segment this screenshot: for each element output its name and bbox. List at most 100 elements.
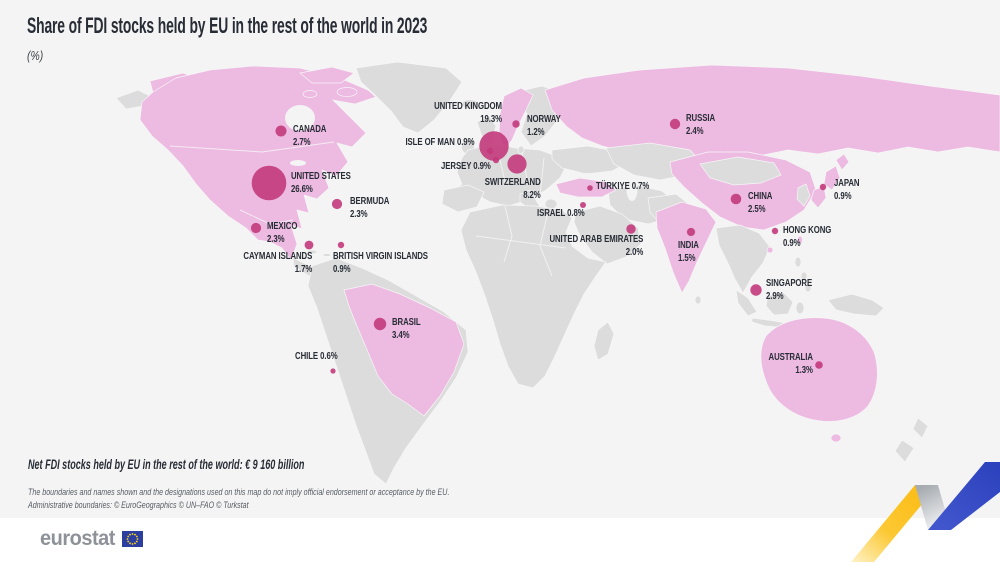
country-name: JAPAN (834, 178, 860, 189)
country-value: 0.9% (783, 237, 801, 249)
eu-flag-icon (121, 531, 143, 547)
country-label-hong-kong: HONG KONG 0.9% (783, 225, 831, 251)
landmass-iberia (441, 184, 485, 213)
landmass-philippines-1 (794, 256, 802, 268)
country-value: 0.8% (567, 208, 585, 219)
landmass-borneo (765, 291, 794, 316)
bubble-cayman-islands (304, 240, 314, 250)
country-name: RUSSIA (686, 113, 716, 124)
country-name: UNITED STATES (291, 171, 351, 182)
flag-star (127, 535, 129, 538)
border-us-canada (169, 141, 335, 153)
landmass-tasmania (830, 433, 842, 443)
bubble-mexico (250, 222, 262, 234)
landmass-north-america (139, 65, 377, 261)
flag-star (127, 540, 129, 543)
landmass-australia (760, 317, 878, 422)
country-label-canada: CANADA 2.7% (293, 124, 326, 150)
country-value: 2.7% (293, 136, 311, 148)
bubble-british-virgin-islands (337, 241, 345, 249)
country-label-bermuda: BERMUDA 2.3% (350, 196, 389, 222)
flag-star (133, 542, 136, 545)
landmass-sri-lanka (694, 295, 702, 305)
landmass-japan-2 (823, 165, 841, 191)
bubble-australia (815, 361, 823, 369)
eurostat-logo: eurostat (40, 527, 143, 551)
flag-star (128, 542, 131, 545)
landmass-africa (460, 204, 607, 389)
landmass-taiwan (797, 235, 803, 245)
ribbon-yellow-band (851, 485, 938, 562)
landmass-arctic-island-3 (302, 90, 318, 98)
flag-star (131, 533, 134, 535)
country-label-british-virgin-islands: BRITISH VIRGIN ISLANDS 0.9% (333, 251, 428, 277)
country-value: 1.7% (294, 263, 313, 275)
country-label-mexico: MEXICO 2.3% (267, 221, 297, 247)
bubble-united-arab-emirates (626, 224, 636, 234)
bubble-japan (819, 183, 827, 191)
country-value: 1.5% (678, 252, 696, 264)
border-africa-1 (503, 205, 513, 263)
country-label-india: INDIA 1.5% (678, 240, 699, 266)
border-africa-2 (539, 211, 553, 277)
country-label-israel: ISRAEL 0.8% (537, 208, 585, 221)
country-value: 1.3% (795, 364, 814, 376)
border-us-mexico (239, 209, 294, 225)
landmass-hispaniola (322, 253, 332, 257)
country-name: AUSTRALIA (768, 352, 813, 363)
bubble-chile (330, 368, 336, 374)
bubble-t-rkiye (587, 185, 593, 191)
landmass-indochina (715, 224, 771, 294)
landmass-arctic-islands (299, 66, 355, 84)
bubble-russia (669, 118, 681, 130)
country-name: CHILE (295, 351, 319, 362)
bubble-united-states (251, 165, 287, 201)
bubble-singapore (750, 284, 762, 296)
country-label-united-states: UNITED STATES 26.6% (291, 171, 351, 197)
landmass-philippines-2 (800, 271, 808, 281)
country-value: 2.4% (686, 125, 704, 137)
country-value: 1.2% (527, 126, 545, 138)
bubble-canada (275, 125, 287, 137)
country-name: NORWAY (527, 114, 561, 125)
bubble-india (686, 227, 696, 237)
landmass-iceland (461, 99, 479, 109)
country-label-japan: JAPAN 0.9% (834, 178, 860, 204)
border-europe-3 (539, 157, 545, 197)
landmass-brazil (343, 283, 465, 417)
country-label-norway: NORWAY 1.2% (527, 114, 561, 140)
bubble-hong-kong (771, 227, 779, 235)
bubble-isle-of-man (486, 147, 494, 155)
country-value: 19.3% (480, 113, 502, 125)
country-value: 8.2% (523, 189, 542, 201)
country-value: 0.6% (320, 351, 339, 362)
bubble-brasil (373, 317, 387, 331)
eurostat-ribbon-graphic (851, 462, 1000, 562)
bubble-jersey (492, 156, 500, 164)
hudson-bay (285, 105, 315, 131)
great-lakes (290, 160, 306, 166)
bubble-switzerland (507, 154, 527, 174)
country-value: 0.9% (333, 263, 351, 275)
country-name: JERSEY (441, 161, 472, 172)
country-label-united-arab-emirates: UNITED ARAB EMIRATES 2.0% (549, 234, 643, 260)
eu-flag-stars (126, 533, 139, 545)
bubble-layer (250, 118, 827, 374)
country-name: BRASIL (392, 317, 421, 328)
country-label-singapore: SINGAPORE 2.9% (766, 278, 812, 304)
country-label-australia: AUSTRALIA 1.3% (769, 352, 813, 378)
country-value: 0.9% (834, 190, 852, 202)
country-name: MEXICO (267, 221, 298, 232)
landmass-turkiye (555, 177, 617, 198)
country-name: TÜRKIYE (596, 181, 630, 192)
flag-star (133, 533, 136, 536)
country-value: 2.3% (267, 233, 285, 245)
flag-star (131, 543, 134, 545)
flag-star (135, 540, 138, 543)
bubble-norway (512, 120, 520, 128)
landmass-greenland (355, 61, 463, 134)
country-name: UNITED KINGDOM (434, 101, 502, 112)
eurostat-wordmark: eurostat (40, 527, 115, 550)
